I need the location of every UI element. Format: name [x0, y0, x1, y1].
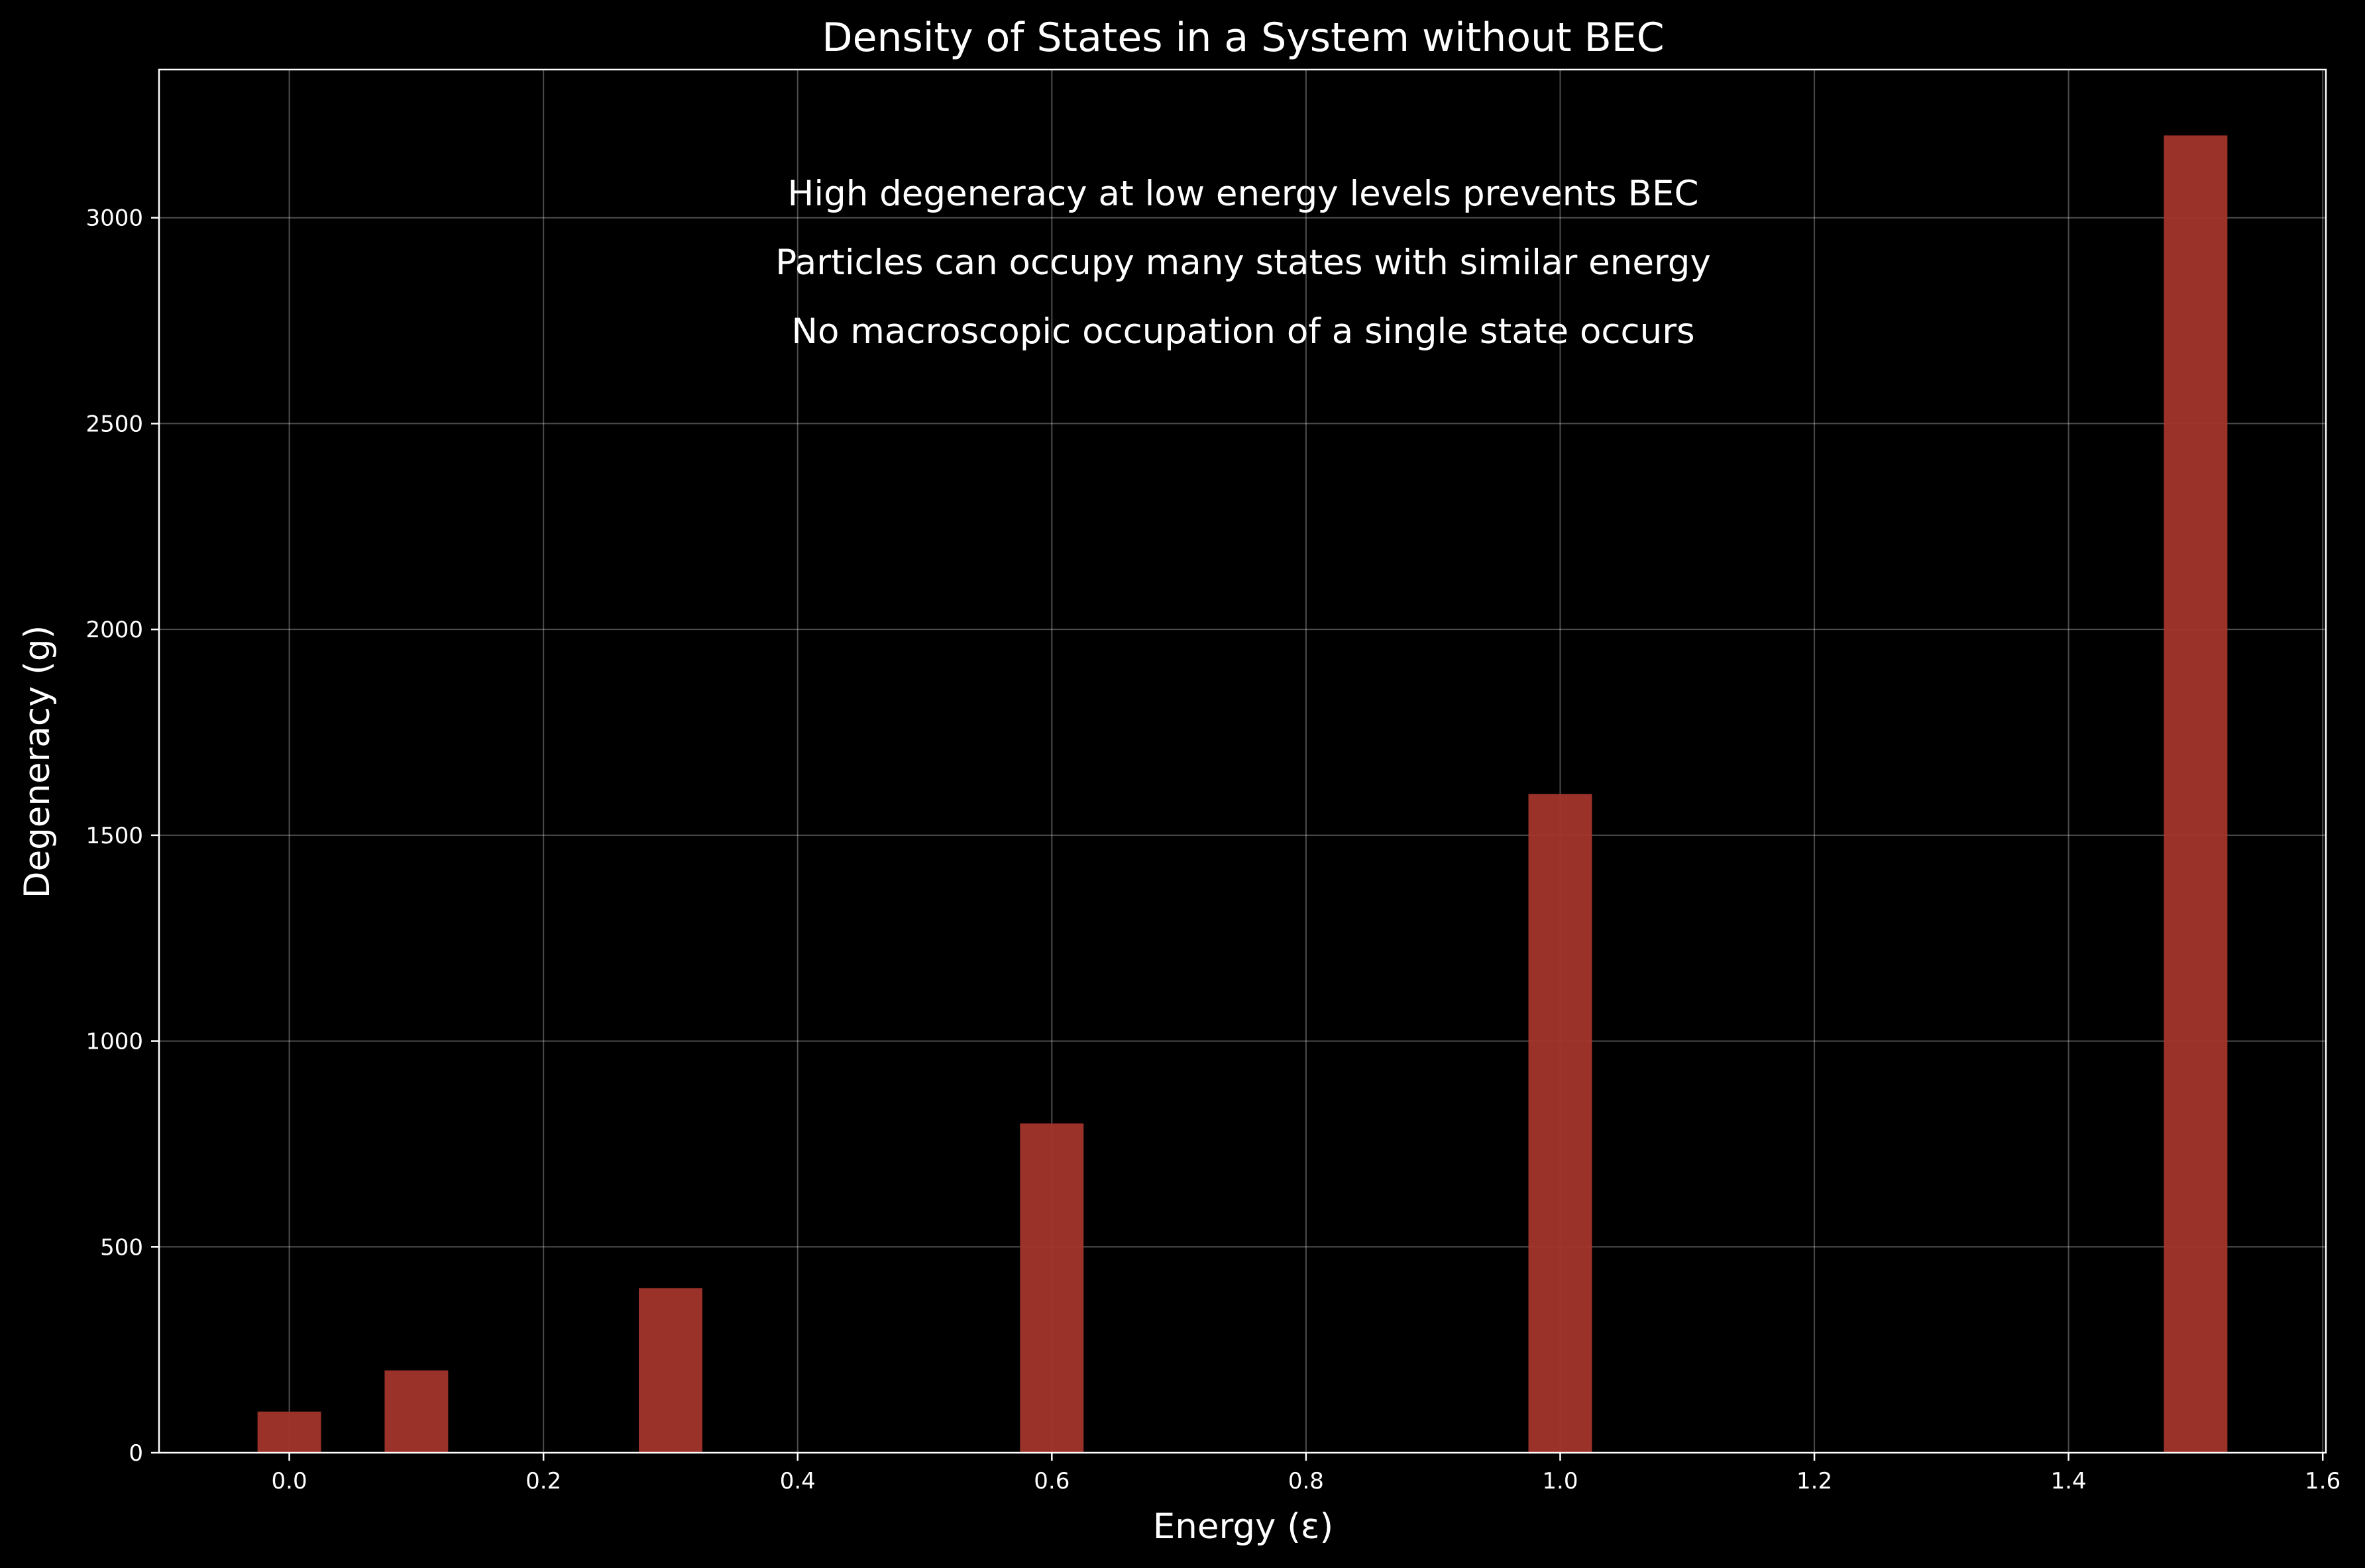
chart-title: Density of States in a System without BE…: [822, 15, 1664, 61]
x-tick-label: 0.6: [1034, 1468, 1070, 1494]
x-axis-label: Energy (ε): [1153, 1506, 1333, 1547]
x-tick-label: 0.4: [780, 1468, 816, 1494]
plot-frame: [158, 68, 2327, 1454]
x-tick-label: 0.2: [525, 1468, 561, 1494]
ticks: 0.0 0.2 0.4 0.6 0.8 1.0 1.2 1.4 1.6 0 500 1000 1500 2…: [85, 205, 2340, 1494]
x-tick-label: 1.2: [1796, 1468, 1832, 1494]
x-tick-label: 1.6: [2305, 1468, 2340, 1494]
bar: [1020, 1123, 1084, 1453]
bar: [257, 1411, 321, 1453]
bar: [1528, 794, 1592, 1453]
y-tick-label: 0: [129, 1440, 143, 1467]
bars: [257, 135, 2228, 1453]
y-tick-label: 1500: [85, 823, 143, 849]
annotation-text: No macroscopic occupation of a single st…: [791, 311, 1694, 352]
y-tick-label: 3000: [85, 205, 143, 232]
y-tick-label: 2500: [85, 411, 143, 437]
bar: [639, 1288, 702, 1453]
annotation-text: Particles can occupy many states with si…: [775, 242, 1711, 283]
y-tick-label: 2000: [85, 617, 143, 643]
bar: [2164, 135, 2228, 1453]
x-tick-label: 1.0: [1542, 1468, 1578, 1494]
y-tick-label: 500: [100, 1234, 143, 1261]
x-tick-label: 1.4: [2051, 1468, 2087, 1494]
grid: [159, 70, 2326, 1453]
bar: [384, 1370, 449, 1453]
x-tick-label: 0.8: [1288, 1468, 1324, 1494]
annotation-text: High degeneracy at low energy levels pre…: [788, 174, 1699, 214]
y-axis-label: Degeneracy (g): [17, 625, 58, 898]
y-tick-label: 1000: [85, 1029, 143, 1055]
annotations: High degeneracy at low energy levels pre…: [775, 174, 1711, 352]
x-tick-label: 0.0: [272, 1468, 307, 1494]
